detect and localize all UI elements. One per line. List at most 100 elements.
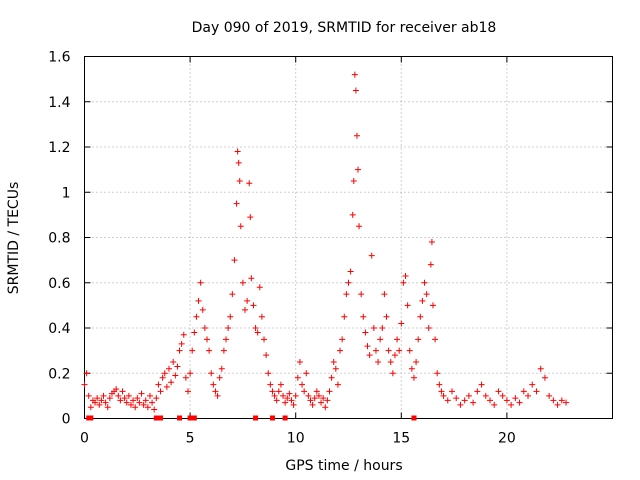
data-point bbox=[360, 313, 367, 320]
data-point bbox=[132, 404, 139, 411]
data-point bbox=[178, 340, 185, 347]
data-point bbox=[541, 374, 548, 381]
zero-flag bbox=[88, 415, 94, 421]
data-point bbox=[508, 401, 515, 408]
zero-flag bbox=[177, 415, 183, 421]
data-point bbox=[400, 279, 407, 286]
data-point bbox=[525, 392, 532, 399]
data-point bbox=[125, 392, 132, 399]
x-tick-label: 10 bbox=[287, 431, 305, 447]
chart-title: Day 090 of 2019, SRMTID for receiver ab1… bbox=[192, 20, 497, 36]
data-point bbox=[345, 279, 352, 286]
data-point bbox=[242, 306, 249, 313]
data-point bbox=[159, 374, 166, 381]
data-point bbox=[315, 392, 322, 399]
data-point bbox=[389, 370, 396, 377]
data-point bbox=[220, 347, 227, 354]
data-point bbox=[427, 261, 434, 268]
data-point bbox=[358, 291, 365, 298]
data-point bbox=[550, 397, 557, 404]
data-point bbox=[184, 388, 191, 395]
data-point bbox=[303, 370, 310, 377]
data-point bbox=[343, 291, 350, 298]
data-point bbox=[149, 399, 156, 406]
data-point bbox=[83, 370, 90, 377]
data-point bbox=[377, 336, 384, 343]
data-point bbox=[216, 374, 223, 381]
data-point bbox=[491, 401, 498, 408]
data-point bbox=[140, 401, 147, 408]
data-point bbox=[296, 358, 303, 365]
data-point bbox=[520, 388, 527, 395]
data-point bbox=[146, 392, 153, 399]
data-point bbox=[208, 370, 215, 377]
data-point bbox=[313, 388, 320, 395]
data-point bbox=[428, 239, 435, 246]
data-point bbox=[324, 397, 331, 404]
data-point bbox=[537, 365, 544, 372]
data-point bbox=[410, 374, 417, 381]
data-point bbox=[121, 395, 128, 402]
data-point bbox=[201, 325, 208, 331]
data-point bbox=[406, 347, 413, 354]
data-point bbox=[153, 395, 160, 402]
data-point bbox=[229, 291, 236, 298]
zero-flag bbox=[191, 415, 197, 421]
data-point bbox=[368, 252, 375, 259]
data-point bbox=[311, 395, 318, 402]
data-point bbox=[337, 347, 344, 354]
data-point bbox=[258, 313, 265, 320]
data-point bbox=[356, 223, 363, 230]
data-point bbox=[250, 302, 257, 309]
data-point bbox=[351, 71, 358, 78]
data-point bbox=[168, 379, 175, 386]
data-point bbox=[305, 392, 312, 399]
data-point bbox=[214, 392, 221, 399]
data-point bbox=[413, 358, 420, 365]
data-point bbox=[236, 177, 243, 184]
data-point bbox=[134, 395, 141, 402]
data-point bbox=[438, 388, 445, 395]
data-point bbox=[334, 381, 341, 388]
data-point bbox=[127, 401, 134, 408]
y-tick-label: 0.6 bbox=[48, 276, 70, 292]
data-point bbox=[330, 358, 337, 365]
data-point bbox=[231, 257, 238, 264]
data-point bbox=[328, 374, 335, 381]
data-point bbox=[419, 297, 426, 304]
data-point bbox=[487, 397, 494, 404]
data-point bbox=[191, 329, 198, 336]
data-point bbox=[381, 291, 388, 298]
zero-flag bbox=[253, 415, 259, 421]
y-tick-label: 1.4 bbox=[48, 95, 70, 111]
data-point bbox=[170, 358, 177, 365]
data-point bbox=[117, 397, 124, 404]
data-point bbox=[136, 399, 143, 406]
data-point bbox=[362, 329, 369, 336]
data-point bbox=[100, 392, 107, 399]
data-point bbox=[161, 370, 168, 377]
data-point bbox=[212, 388, 219, 395]
data-point bbox=[265, 370, 272, 377]
data-point bbox=[174, 363, 181, 370]
data-point bbox=[465, 392, 472, 399]
data-point bbox=[512, 395, 519, 402]
y-tick-label: 0.4 bbox=[48, 321, 70, 337]
data-point bbox=[398, 320, 405, 327]
data-point bbox=[375, 358, 382, 365]
data-point bbox=[332, 365, 339, 372]
data-point bbox=[280, 392, 287, 399]
data-point bbox=[402, 272, 409, 279]
data-points bbox=[81, 71, 570, 413]
data-point bbox=[151, 406, 158, 413]
data-point bbox=[516, 399, 523, 406]
data-point bbox=[282, 399, 289, 406]
data-point bbox=[182, 374, 189, 381]
data-point bbox=[189, 347, 196, 354]
data-point bbox=[138, 390, 145, 397]
data-point bbox=[233, 200, 240, 207]
data-point bbox=[347, 268, 354, 275]
data-point bbox=[157, 388, 164, 395]
data-point bbox=[425, 325, 432, 331]
data-point bbox=[218, 365, 225, 372]
